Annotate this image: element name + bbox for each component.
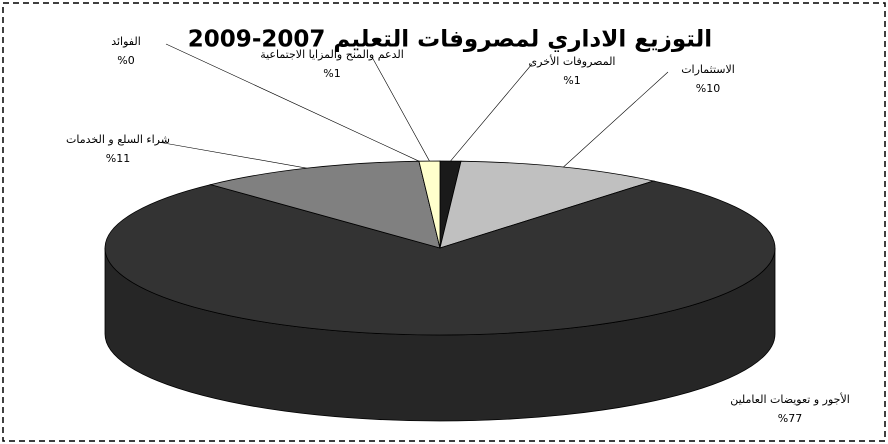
leader-line — [371, 56, 430, 162]
labels: المصروفات الأخرى %1 الاستثمارات %10 الأجور و… — [66, 35, 850, 425]
slice — [209, 160, 441, 249]
slice — [104, 180, 776, 336]
category-label: الدعم والمنح والمزايا الاجتماعية — [260, 48, 404, 61]
pie-tops — [104, 160, 776, 336]
category-label: الاستثمارات — [681, 63, 735, 76]
value-label: %11 — [106, 152, 130, 165]
leader-line — [157, 141, 308, 169]
leader-line — [563, 71, 669, 168]
value-label: %1 — [563, 74, 580, 87]
category-label: الأجور و تعويضات العاملين — [730, 392, 850, 406]
chart-title: التوزيع الاداري لمصروفات التعليم 2007-20… — [188, 27, 712, 53]
category-label: المصروفات الأخرى — [529, 54, 616, 68]
value-label: %1 — [323, 67, 340, 80]
category-label: شراء السلع و الخدمات — [66, 133, 170, 146]
value-label: %0 — [117, 54, 134, 67]
slice — [439, 160, 656, 249]
leader-line — [450, 63, 533, 162]
category-label: الفوائد — [111, 35, 141, 48]
value-label: %10 — [696, 82, 720, 95]
leader-line — [165, 43, 420, 162]
slice — [418, 160, 441, 249]
value-label: %77 — [778, 412, 802, 425]
